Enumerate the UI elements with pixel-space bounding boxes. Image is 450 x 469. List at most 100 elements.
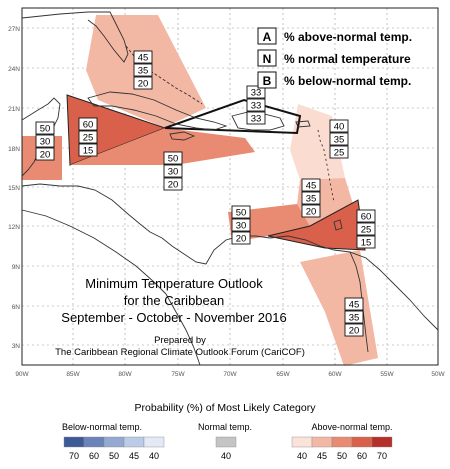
title-line-1: Minimum Temperature Outlook [85, 276, 263, 291]
legend-tick: 70 [69, 451, 79, 461]
lat-label: 18N [8, 146, 20, 153]
prob-cell [231, 231, 251, 245]
legend-above-label: Above-normal temp. [311, 422, 392, 432]
prob-value: 50 [40, 124, 51, 135]
legend-title: Probability (%) of Most Likely Category [135, 402, 317, 414]
key-text-a: % above-normal temp. [284, 30, 412, 44]
prob-value: 20 [138, 79, 149, 90]
map-title: Minimum Temperature Outlook for the Cari… [55, 276, 305, 358]
prob-cell [133, 63, 153, 77]
legend-swatch [215, 436, 237, 448]
legend-tick: 40 [149, 451, 159, 461]
lat-label: 24N [8, 66, 20, 73]
zone-hispaniola [164, 98, 302, 135]
prob-cell [301, 191, 321, 205]
legend-swatch [331, 436, 353, 448]
prob-value: 35 [138, 66, 149, 77]
prob-value: 20 [40, 150, 51, 161]
coast-mexico [21, 97, 61, 177]
legend-swatch [351, 436, 373, 448]
prob-box-cuba-west: 60 25 15 [78, 117, 98, 157]
legend-tick: 45 [129, 451, 139, 461]
prob-cell [344, 323, 364, 337]
prob-value: 25 [83, 133, 94, 144]
legend-swatch [291, 436, 313, 448]
legend-normal-swatches: 40 [215, 436, 237, 461]
key-box-b [257, 71, 277, 89]
prob-value: 15 [361, 238, 372, 249]
coast-central-america-pacific [21, 209, 167, 295]
prob-box-belize: 50 30 20 [35, 121, 55, 161]
prob-value: 60 [83, 120, 94, 131]
legend-tick: 45 [317, 451, 327, 461]
prob-value: 20 [306, 207, 317, 218]
prob-cell [246, 98, 266, 112]
prob-box-guianas: 45 35 20 [344, 297, 364, 337]
key-code-b: B [263, 74, 272, 88]
legend-swatch [83, 436, 105, 448]
coast-puerto-rico [295, 120, 311, 128]
longitude-labels: 90W 85W 80W 75W 70W 65W 60W 55W 50W [15, 371, 445, 378]
legend-below-swatches: 70 60 50 45 40 [63, 436, 165, 461]
legend-tick: 50 [337, 451, 347, 461]
lon-label: 70W [223, 371, 237, 378]
prob-box-bahamas: 45 35 20 [133, 50, 153, 90]
lon-label: 65W [276, 371, 290, 378]
coast-antilles [317, 129, 335, 203]
coastlines [21, 11, 439, 366]
prob-cell [301, 204, 321, 218]
legend-above-swatches: 40 45 50 60 70 [291, 436, 393, 461]
key-box-n [257, 49, 277, 67]
prob-cell [35, 134, 55, 148]
prob-value: 35 [349, 313, 360, 324]
prob-cell [231, 205, 251, 219]
prob-box-jamaica: 50 30 20 [163, 151, 183, 191]
probability-boxes: 45 35 20 60 25 15 50 30 20 50 30 20 33 33 33 40 35 25 45 35… [35, 50, 376, 337]
key-box-a [257, 27, 277, 45]
lat-label: 15N [8, 185, 20, 192]
lon-label: 80W [118, 371, 132, 378]
prob-value: 20 [168, 180, 179, 191]
prob-value: 30 [168, 167, 179, 178]
prob-box-east-caribbean: 45 35 20 [301, 178, 321, 218]
prob-cell [133, 76, 153, 90]
prob-cell [329, 132, 349, 146]
prob-cell [344, 310, 364, 324]
prob-cell [246, 111, 266, 125]
lon-label: 75W [171, 371, 185, 378]
zone-jamaica [70, 128, 255, 165]
lon-label: 50W [431, 371, 445, 378]
prob-value: 15 [83, 146, 94, 157]
legend-normal-label: Normal temp. [198, 422, 252, 432]
prob-cell [35, 121, 55, 135]
prob-value: 50 [236, 208, 247, 219]
legend-swatch [123, 436, 145, 448]
prob-value: 25 [361, 225, 372, 236]
legend-tick: 40 [297, 451, 307, 461]
prob-cell [163, 177, 183, 191]
prob-cell [231, 218, 251, 232]
lat-label: 6N [12, 304, 21, 311]
legend: Probability (%) of Most Likely Category … [62, 402, 393, 461]
title-line-3: September - October - November 2016 [61, 310, 286, 325]
legend-tick: 60 [89, 451, 99, 461]
lat-label: 21N [8, 106, 20, 113]
legend-swatch [63, 436, 85, 448]
prob-value: 45 [306, 181, 317, 192]
prob-value: 50 [168, 154, 179, 165]
legend-swatch [371, 436, 393, 448]
prob-value: 35 [306, 194, 317, 205]
prob-cell [356, 222, 376, 236]
legend-tick: 70 [377, 451, 387, 461]
prob-cell [163, 164, 183, 178]
lon-label: 55W [380, 371, 394, 378]
coast-jamaica [169, 131, 196, 141]
prob-cell [163, 151, 183, 165]
latitude-labels: 27N 24N 21N 18N 15N 12N 9N 6N 3N [8, 26, 20, 350]
coast-south-america-west [165, 293, 201, 366]
lon-label: 90W [15, 371, 29, 378]
map-border [21, 7, 439, 366]
prob-box-colombia-coast: 50 30 20 [231, 205, 251, 245]
legend-swatch [311, 436, 333, 448]
lat-label: 27N [8, 26, 20, 33]
